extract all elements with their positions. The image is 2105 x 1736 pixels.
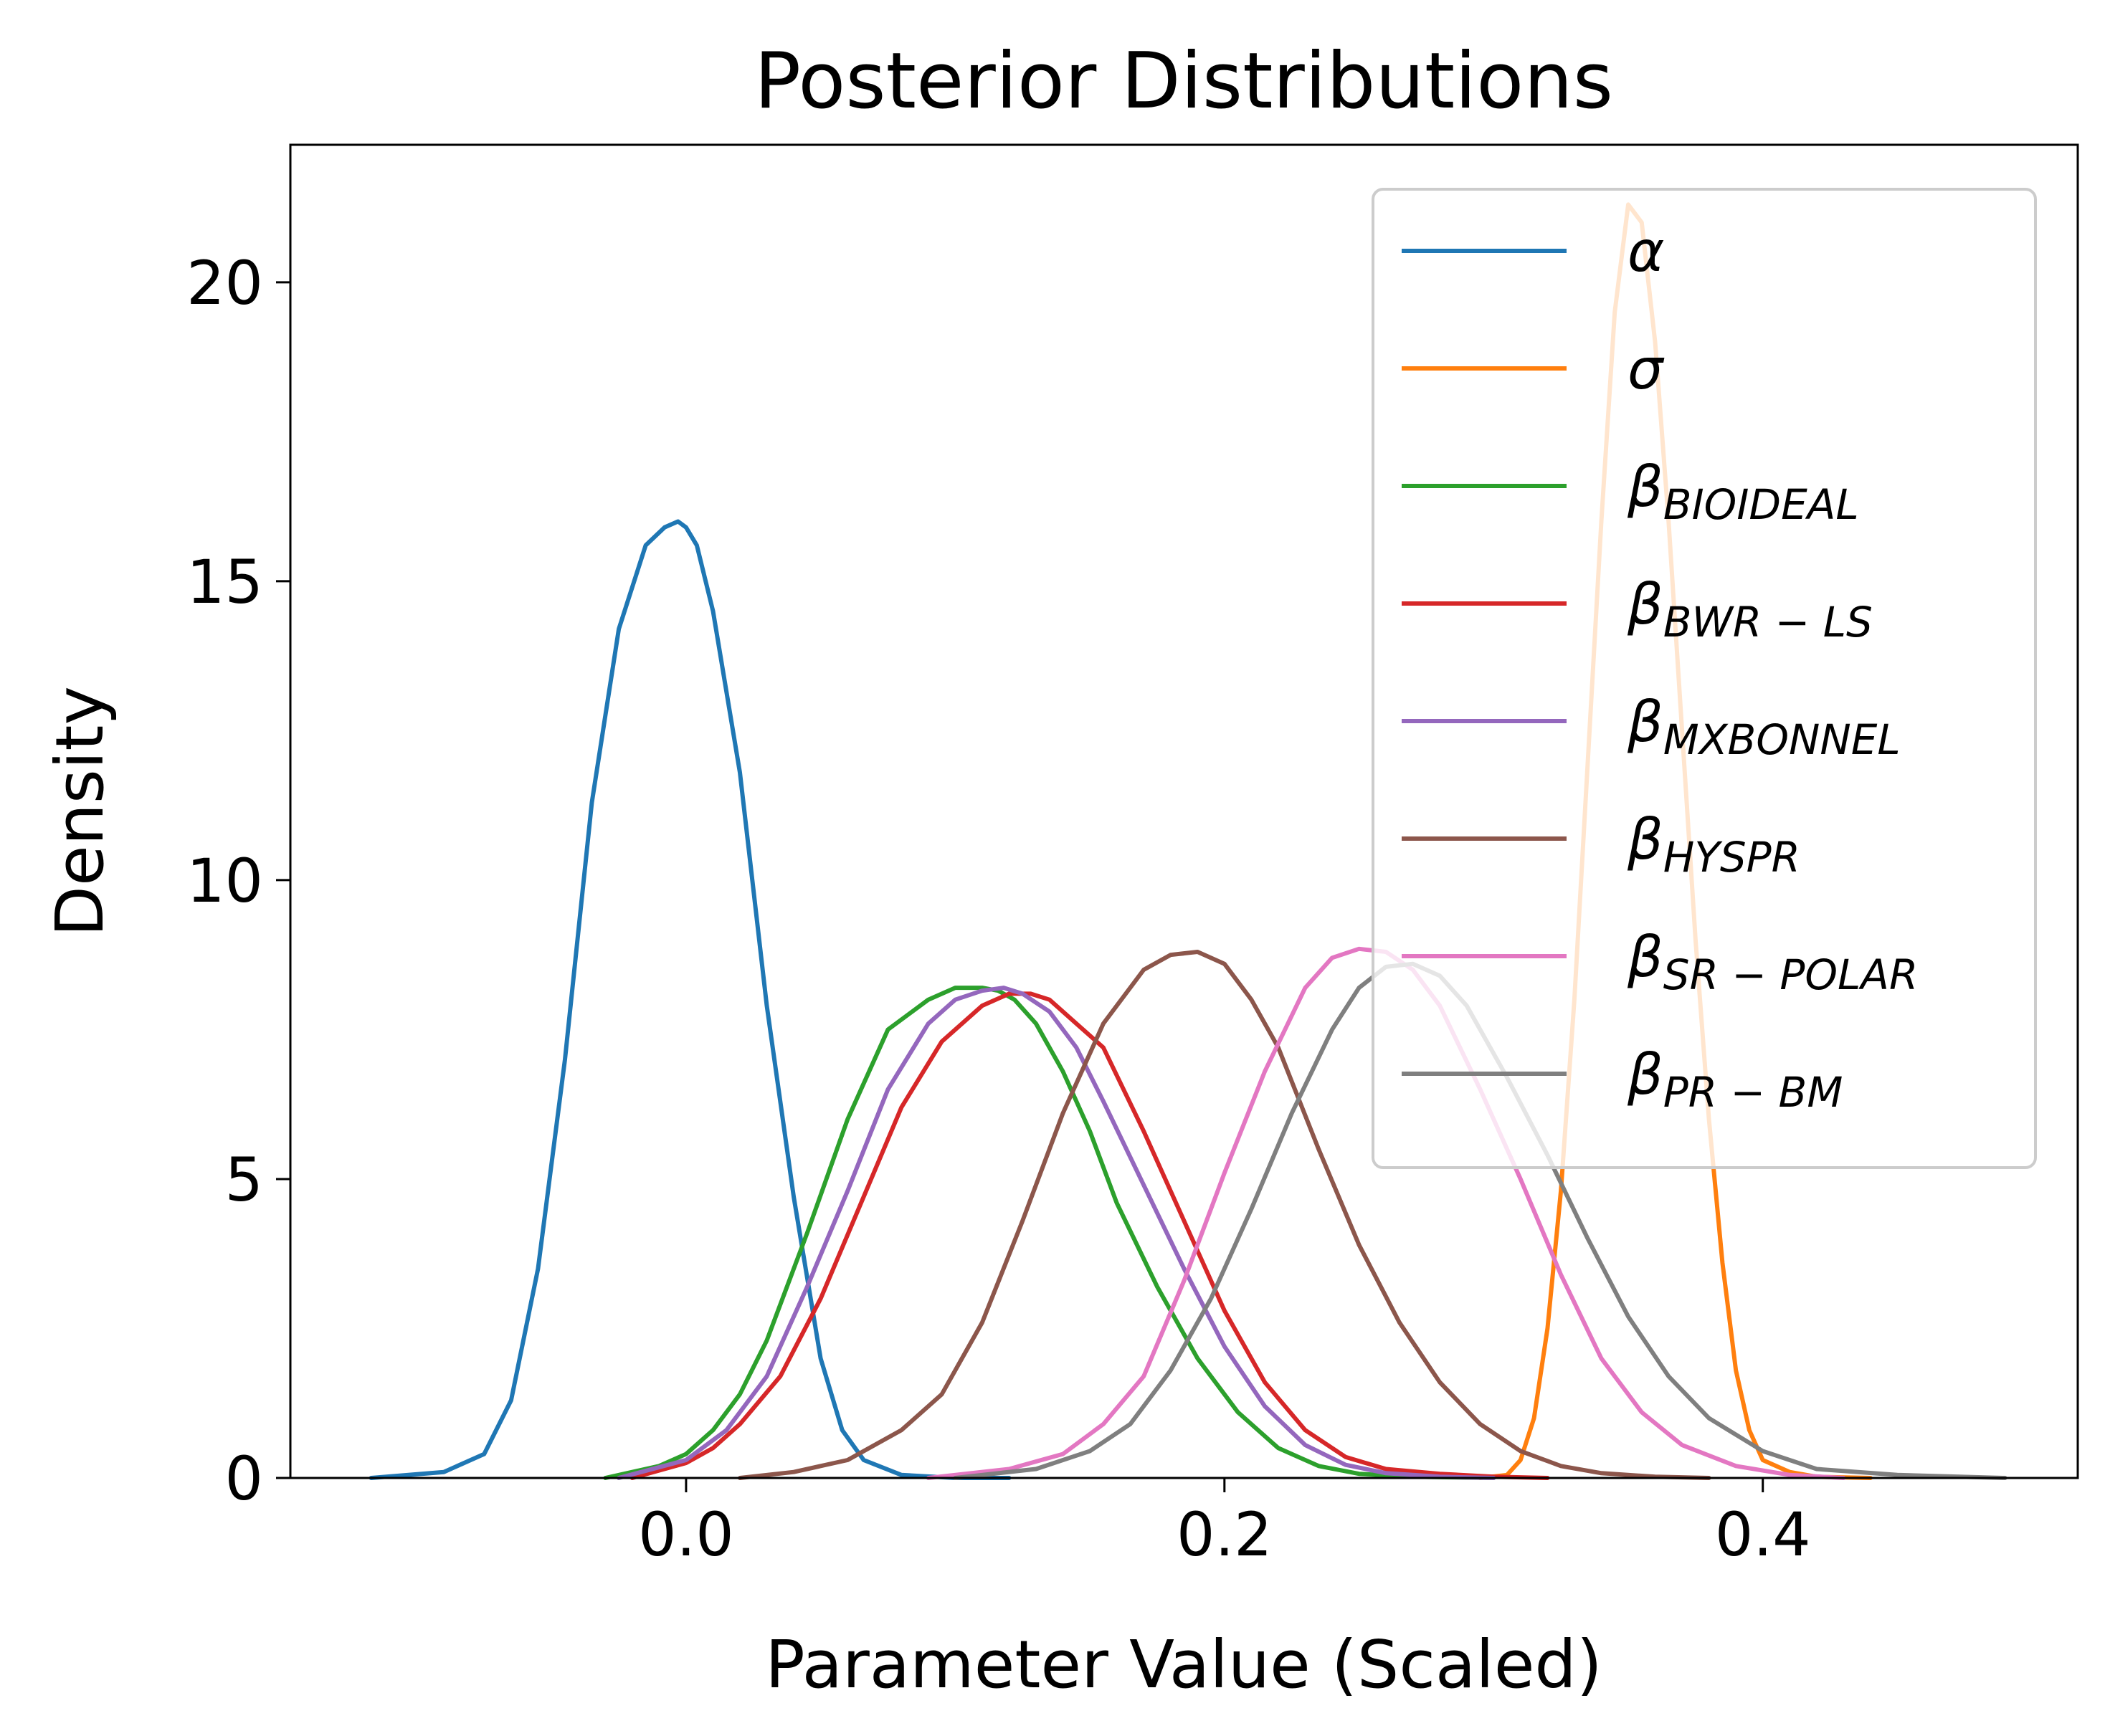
y-tick-label: 5 xyxy=(225,1145,263,1215)
legend-label-4: βMXBONNEL xyxy=(1627,690,1901,764)
legend: ασ βBIOIDEAL βBWR − LS βMXBONNEL βHYSPR βSR −… xyxy=(1372,188,2037,1169)
x-tick-label: 0.0 xyxy=(638,1499,734,1570)
legend-label-1: σ xyxy=(1628,338,1665,402)
x-axis-title: Parameter Value (Scaled) xyxy=(765,1626,1602,1703)
series-line-4 xyxy=(617,986,1496,1480)
x-tick-label: 0.4 xyxy=(1715,1499,1811,1570)
legend-label-0: α xyxy=(1628,220,1664,285)
legend-label-3: βBWR − LS xyxy=(1627,573,1873,647)
y-tick-label: 10 xyxy=(186,846,263,916)
series-line-0 xyxy=(369,519,1012,1480)
legend-label-5: βHYSPR xyxy=(1627,808,1800,882)
series-line-3 xyxy=(629,991,1550,1480)
series-line-5 xyxy=(738,950,1711,1480)
y-tick-label: 15 xyxy=(186,547,263,617)
y-tick-label: 20 xyxy=(186,248,263,318)
y-tick-label: 0 xyxy=(225,1444,263,1514)
y-axis-title: Density xyxy=(42,686,118,937)
legend-box xyxy=(1372,188,2037,1169)
legend-label-2: βBIOIDEAL xyxy=(1627,455,1859,529)
ticks-layer: 0.0 0.2 0.4 0 5 10 15 20 xyxy=(186,248,1810,1570)
plot-frame xyxy=(289,143,2079,1479)
legend-label-7: βPR − BM xyxy=(1627,1043,1843,1117)
chart-title: Posterior Distributions xyxy=(754,37,1613,126)
x-tick-label: 0.2 xyxy=(1177,1499,1273,1570)
legend-label-6: βSR − POLAR xyxy=(1627,925,1918,999)
